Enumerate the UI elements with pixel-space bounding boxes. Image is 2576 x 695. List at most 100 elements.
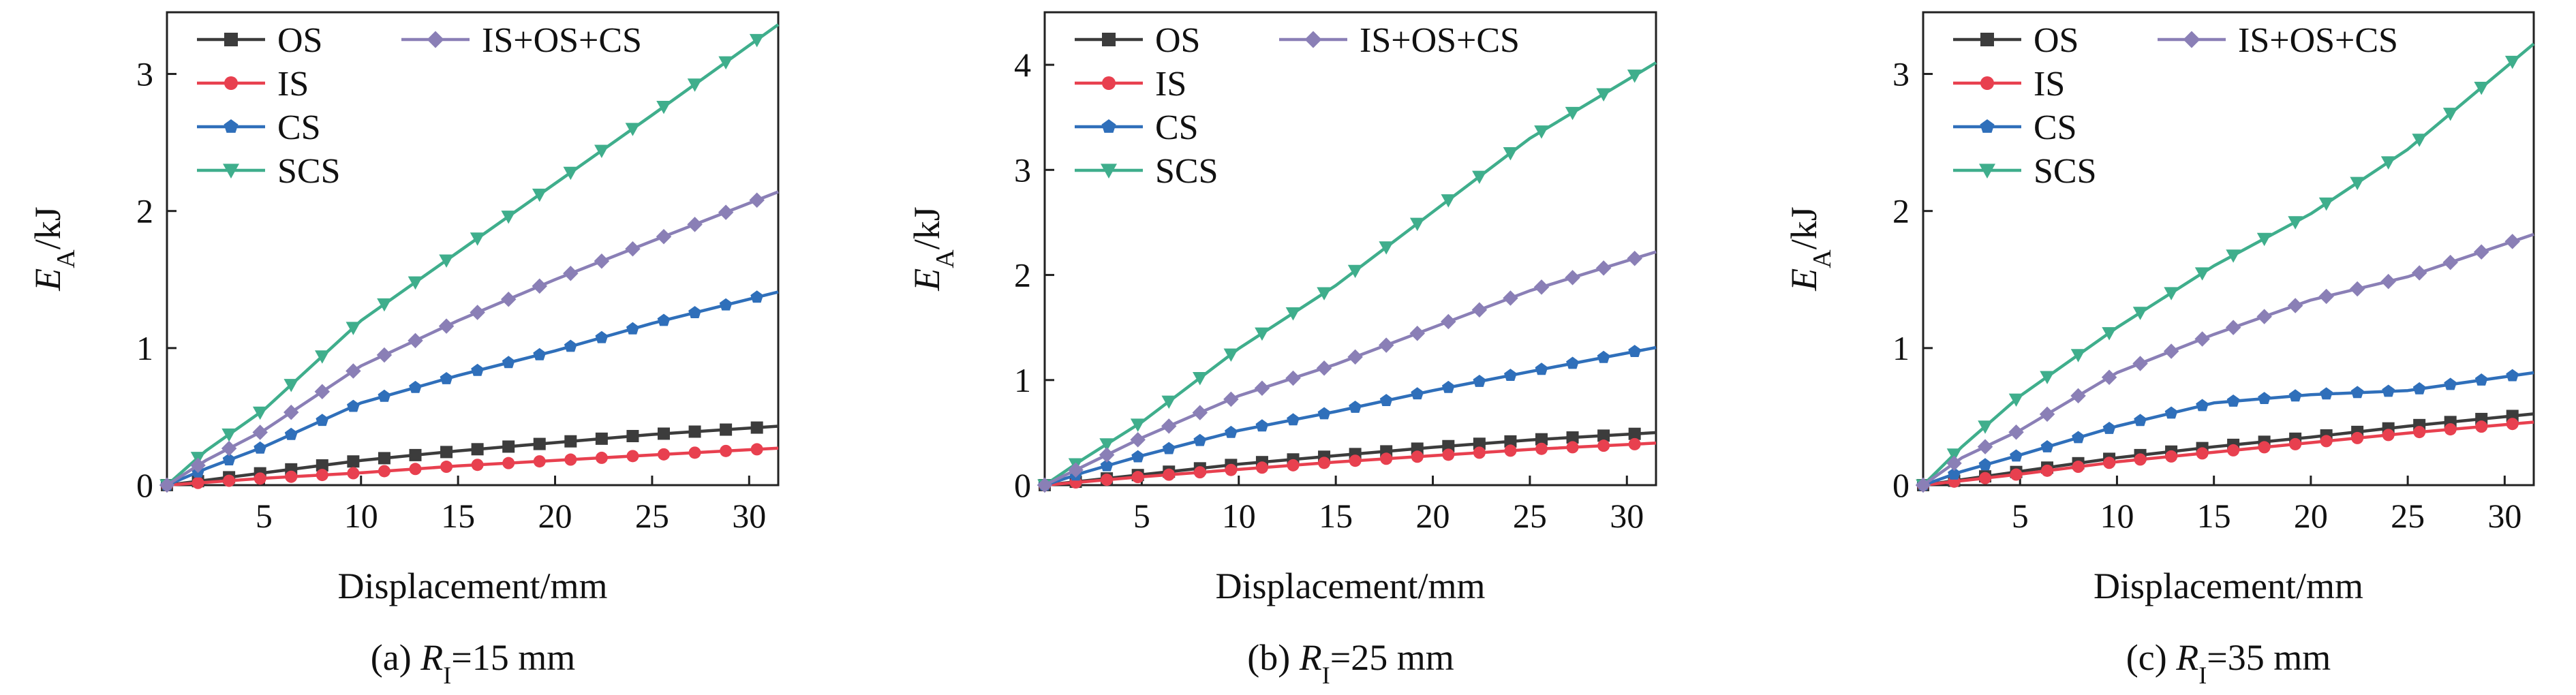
- data-point-cs: [1504, 369, 1517, 381]
- data-point-scs: [2194, 267, 2210, 281]
- series-cs: [1038, 345, 1657, 491]
- data-point-scs: [2226, 249, 2241, 263]
- data-point-is: [2382, 429, 2395, 442]
- data-point-scs: [1317, 287, 1332, 300]
- data-point-cs: [750, 290, 764, 303]
- data-point-is: [2258, 441, 2271, 454]
- plot-frame: [1043, 11, 1657, 486]
- data-point-is-os-cs: [2070, 388, 2086, 404]
- data-point-os: [316, 459, 328, 472]
- y-tick-label: 1: [136, 329, 153, 367]
- x-axis-title: Displacement/mm: [1216, 566, 1486, 606]
- data-point-os: [657, 427, 670, 440]
- series-line-cs: [166, 290, 779, 487]
- data-point-is-os-cs: [1409, 326, 1425, 341]
- data-point-is-os-cs: [2008, 424, 2024, 440]
- data-point-is: [1473, 446, 1486, 459]
- data-point-is-os-cs: [2442, 254, 2458, 271]
- data-point-is: [285, 470, 298, 483]
- x-tick-label: 20: [538, 497, 572, 535]
- legend-marker-cs: [224, 119, 239, 133]
- data-point-os: [595, 432, 608, 445]
- y-tick-label: 2: [1014, 256, 1031, 294]
- data-point-os: [750, 421, 763, 434]
- series-cs: [1916, 369, 2534, 491]
- data-point-scs: [749, 33, 765, 48]
- data-point-cs: [1100, 459, 1114, 472]
- data-point-is-os-cs: [594, 253, 610, 269]
- data-point-scs: [2412, 134, 2427, 147]
- data-point-is-os-cs: [438, 318, 455, 334]
- data-point-cs: [222, 453, 236, 465]
- data-point-cs: [657, 313, 671, 326]
- caption-variable: R: [1299, 637, 1322, 678]
- series-scs: [159, 23, 780, 493]
- data-point-is-os-cs: [687, 217, 703, 232]
- legend-label-os: OS: [1155, 21, 1200, 60]
- y-tick-label: 0: [1014, 466, 1031, 504]
- x-axis-title: Displacement/mm: [2094, 566, 2363, 606]
- data-point-is-os-cs: [1503, 290, 1518, 306]
- legend-label-scs: SCS: [277, 152, 341, 191]
- x-tick-label: 30: [732, 497, 766, 535]
- legend-marker-cs: [1980, 119, 1995, 133]
- panel-caption: (a) RI=15 mm: [371, 637, 575, 689]
- data-point-is-os-cs: [1977, 439, 1993, 454]
- y-tick-label: 0: [136, 466, 153, 504]
- data-point-is: [750, 443, 763, 456]
- data-point-is: [2444, 423, 2457, 436]
- data-point-cs: [2072, 431, 2085, 444]
- series-is-os-cs: [1037, 250, 1657, 493]
- data-point-is: [1442, 448, 1455, 461]
- data-point-is: [2227, 444, 2240, 457]
- x-tick-label: 30: [1610, 497, 1644, 535]
- data-point-cs: [347, 399, 360, 412]
- data-point-scs: [1099, 438, 1114, 452]
- data-point-scs: [1223, 348, 1239, 362]
- data-point-is: [2320, 435, 2333, 448]
- data-point-scs: [501, 211, 516, 224]
- data-point-scs: [2474, 81, 2489, 95]
- data-point-is-os-cs: [2504, 234, 2520, 249]
- panel-caption: (b) RI=25 mm: [1247, 637, 1454, 689]
- legend-label-is-os-cs: IS+OS+CS: [482, 21, 642, 60]
- caption-prefix: (b): [1247, 637, 1299, 678]
- data-point-cs: [2040, 440, 2054, 452]
- legend-marker-is-os-cs: [1304, 31, 1322, 48]
- y-tick-label: 4: [1014, 46, 1031, 84]
- legend-label-os: OS: [277, 21, 322, 60]
- legend-marker-is-os-cs: [2183, 31, 2201, 48]
- data-point-is-os-cs: [1254, 380, 1270, 397]
- data-point-is-os-cs: [1441, 313, 1456, 330]
- data-point-cs: [1379, 394, 1393, 406]
- data-point-scs: [2504, 55, 2520, 70]
- data-point-is-os-cs: [408, 333, 423, 349]
- legend-marker-cs: [1101, 119, 1116, 133]
- y-tick-label: 3: [1892, 55, 1910, 93]
- data-point-os: [720, 423, 733, 436]
- data-point-is-os-cs: [2318, 288, 2334, 305]
- data-point-is: [1101, 474, 1114, 486]
- data-point-cs: [440, 372, 453, 384]
- data-point-cs: [2134, 414, 2147, 427]
- data-point-is: [254, 472, 266, 485]
- x-tick-label: 10: [1222, 497, 1256, 535]
- legend-marker-os: [1980, 33, 1994, 46]
- data-point-is: [2289, 437, 2302, 450]
- data-point-is: [223, 474, 236, 487]
- data-point-cs: [626, 322, 639, 335]
- data-point-scs: [625, 123, 641, 136]
- data-point-scs: [408, 276, 423, 290]
- panel-caption: (c) RI=35 mm: [2126, 637, 2331, 689]
- data-point-scs: [1379, 241, 1394, 255]
- data-point-cs: [471, 363, 484, 376]
- data-point-is: [657, 448, 670, 461]
- data-point-is: [1349, 454, 1362, 467]
- data-point-cs: [1473, 375, 1486, 387]
- data-point-scs: [252, 406, 268, 420]
- y-axis-unit: /kJ: [27, 206, 68, 249]
- data-point-is-os-cs: [221, 440, 237, 457]
- data-point-is-os-cs: [1037, 477, 1053, 493]
- data-point-is: [2351, 431, 2364, 444]
- data-point-is-os-cs: [2380, 273, 2396, 290]
